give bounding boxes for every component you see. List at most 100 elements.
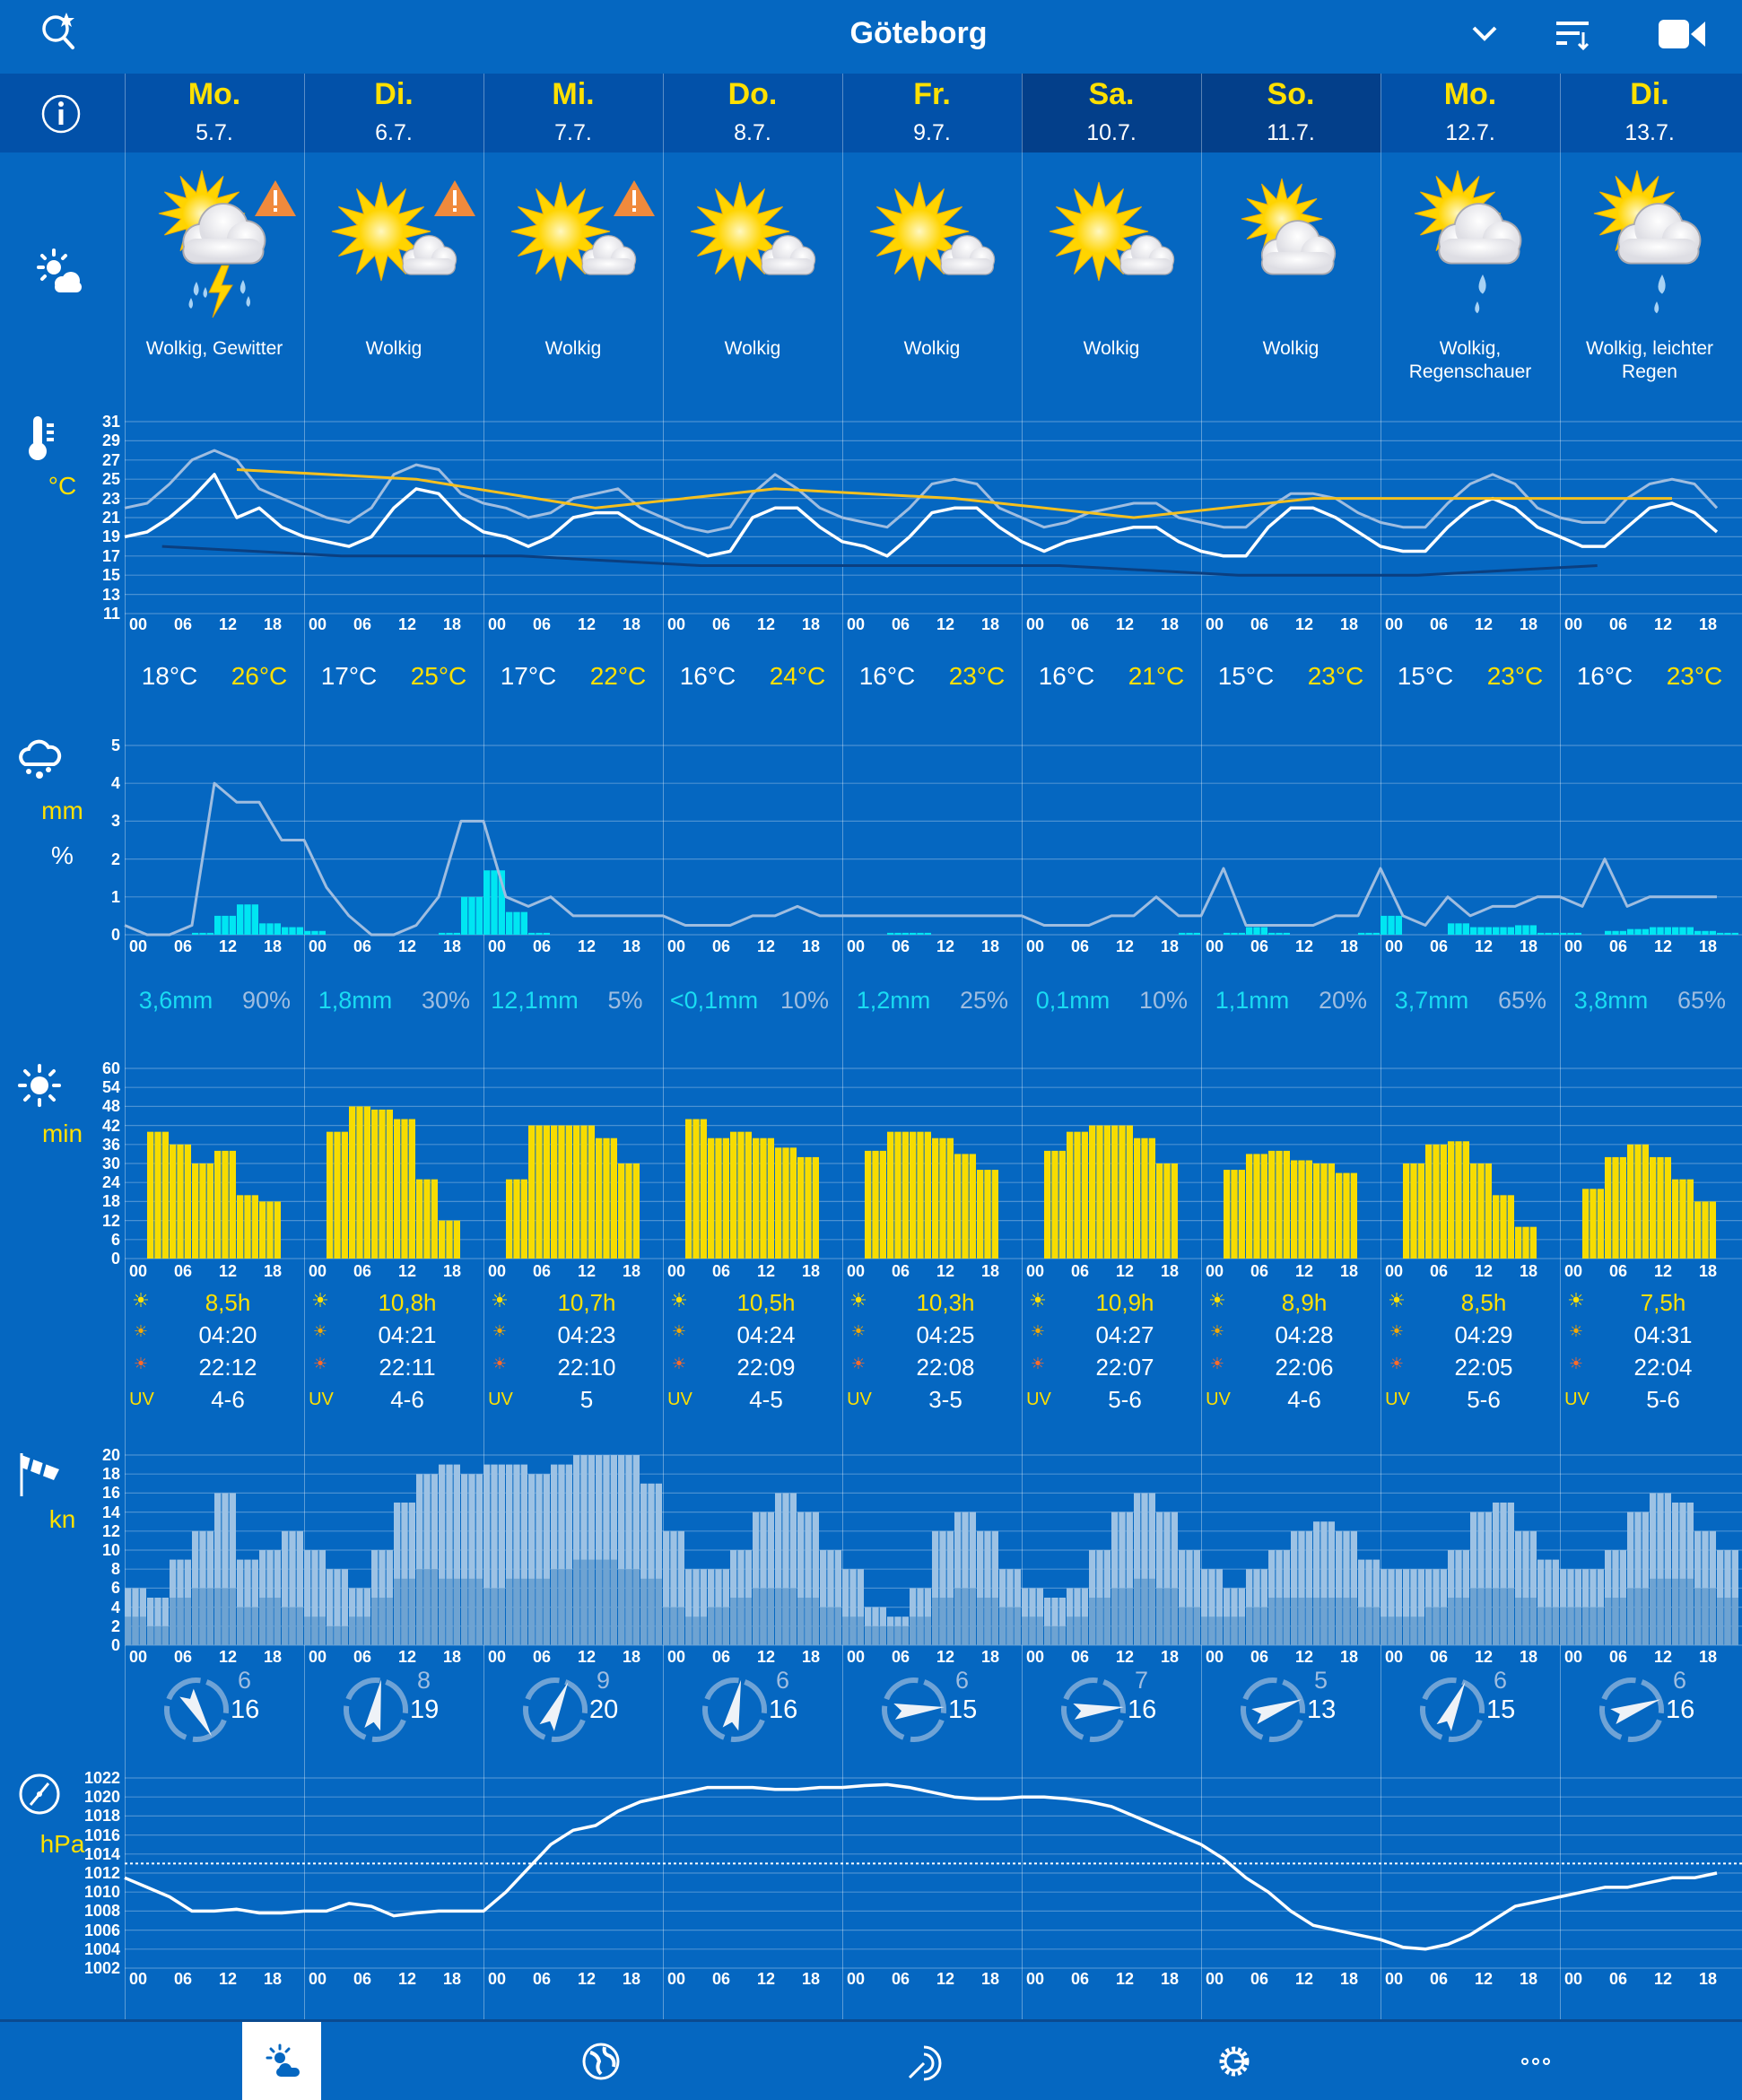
sunshine-hours: 10,5h [736,1289,796,1316]
wind-gust-bar [551,1464,558,1645]
hour-label: 00 [666,1648,686,1666]
hour-label: 18 [1519,937,1538,955]
weather-sun-cloud-icon [690,181,816,282]
search-favorite-icon[interactable] [39,11,81,52]
precipitation-bar [1702,930,1709,935]
wind-direction-compass [882,1677,946,1742]
precipitation-bar [1462,923,1469,935]
wind-mean-bar [1253,1607,1260,1645]
wind-mean-bar [1552,1607,1559,1645]
sunshine-bar [722,1137,729,1259]
sunshine-bar [439,1220,446,1259]
day-header[interactable]: Mo. 12.7. [1381,74,1560,152]
hour-label: 00 [846,615,866,633]
precipitation-bar [513,911,520,935]
wind-mean-bar [1724,1598,1731,1645]
wind-mean-bar [753,1588,760,1645]
hour-label: 06 [353,1262,372,1280]
hour-label: 06 [1429,937,1449,955]
sun-icon: ☀ [132,1289,150,1311]
sunshine-bar [453,1220,460,1259]
tab-globe[interactable] [562,2022,640,2100]
wind-mean-bar [730,1598,737,1645]
wind-mean-bar [1709,1588,1716,1645]
warning-icon[interactable] [254,179,297,217]
wind-mean-speed: 6 [238,1667,252,1694]
wind-gust-bar [1126,1512,1133,1645]
wind-mean-bar [318,1616,326,1645]
wind-mean-bar [1664,1578,1671,1645]
day-header[interactable]: Mo. 5.7. [125,74,304,152]
wind-mean-bar [625,1569,632,1645]
precipitation-bar [1193,932,1200,935]
max-temperature: 23°C [1666,662,1723,690]
precipitation-bar [901,932,909,935]
sunshine-bar [1163,1163,1171,1259]
wind-gust-bar [812,1512,819,1645]
video-icon[interactable] [1659,18,1707,50]
sunrise-time: 04:28 [1275,1321,1334,1348]
hour-label: 12 [936,615,955,633]
day-header[interactable]: Di. 13.7. [1560,74,1739,152]
sort-icon[interactable] [1556,20,1592,52]
y-tick-label: 5 [110,736,120,754]
wind-mean-bar [618,1569,625,1645]
day-header[interactable]: Di. 6.7. [304,74,483,152]
wind-mean-bar [132,1616,139,1645]
hour-label: 18 [980,1262,1000,1280]
y-tick-label: 23 [101,489,120,508]
hour-label: 00 [846,1262,866,1280]
sunset-time: 22:05 [1454,1354,1513,1381]
wind-gust-bar [1350,1530,1357,1645]
wind-mean-bar [805,1598,812,1645]
uv-index: 5-6 [1108,1386,1142,1413]
sunshine-bar [528,1125,536,1259]
location-title[interactable]: Göteborg [849,16,988,50]
sunshine-hours: 10,7h [557,1289,616,1316]
hour-label: 18 [1519,615,1538,633]
chevron-down-icon[interactable] [1471,25,1498,43]
tab-more[interactable] [1496,2022,1575,2100]
sunrise-icon: ☀ [850,1322,867,1340]
sunshine-bar [1455,1141,1462,1259]
warning-icon[interactable] [613,179,656,217]
wind-gust-bar [1493,1503,1500,1645]
uv-index: 4-5 [749,1386,783,1413]
wind-gust-bar [685,1569,692,1645]
tab-weather[interactable] [242,2022,321,2100]
day-header[interactable]: Fr. 9.7. [842,74,1022,152]
hour-label: 12 [756,1648,776,1666]
wind-gust-bar [565,1464,572,1645]
info-icon[interactable] [41,93,81,135]
wind-mean-bar [1493,1588,1500,1645]
hour-label: 00 [1205,937,1224,955]
hour-label: 18 [1698,1648,1718,1666]
day-header[interactable]: Mi. 7.7. [483,74,663,152]
wind-mean-bar [1657,1578,1664,1645]
day-header[interactable]: Sa. 10.7. [1022,74,1201,152]
uv-label: UV [309,1390,334,1409]
tab-settings[interactable] [1195,2022,1274,2100]
hour-label: 12 [577,1262,597,1280]
wind-gust-bar [962,1512,969,1645]
warning-icon[interactable] [433,179,476,217]
wind-gust-bar [453,1464,460,1645]
wind-mean-bar [1074,1616,1081,1645]
day-name: Do. [727,77,778,111]
wind-gust-bar [296,1530,303,1645]
wind-gust-bar [1381,1569,1388,1645]
y-tick-label: 60 [101,1059,120,1077]
sunshine-bar [1096,1125,1103,1259]
day-header[interactable]: Do. 8.7. [663,74,842,152]
sunshine-bar [401,1119,408,1259]
hour-label: 00 [846,1970,866,1988]
sunshine-bar [170,1144,177,1259]
hour-label: 18 [442,1262,462,1280]
tab-radar[interactable] [884,2022,963,2100]
day-divider [663,74,664,2019]
wind-mean-bar [977,1598,984,1645]
day-header[interactable]: So. 11.7. [1201,74,1381,152]
wind-mean-bar [1215,1616,1223,1645]
wind-gust-bar [161,1598,169,1645]
sunshine-bar [1111,1125,1119,1259]
